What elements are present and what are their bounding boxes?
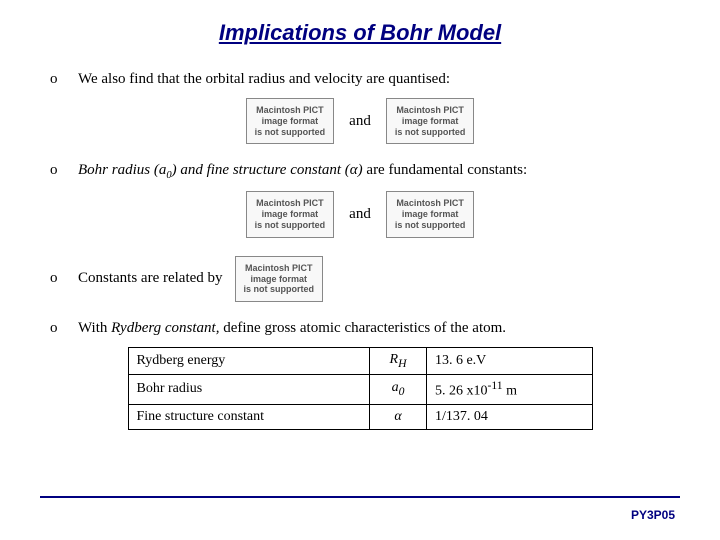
bullet-1-text: We also find that the orbital radius and… [78, 71, 670, 88]
placeholder-line-3: is not supported [255, 127, 326, 138]
b2-part1: Bohr radius (a [78, 162, 166, 178]
b4-p2: Rydberg constant, [107, 320, 219, 336]
pict-placeholder-icon: Macintosh PICT image format is not suppo… [386, 98, 475, 144]
const-name: Fine structure constant [128, 404, 370, 429]
footer-label: PY3P05 [631, 508, 675, 522]
const-symbol: α [370, 404, 427, 429]
placeholder-line-3: is not supported [244, 284, 315, 295]
placeholder-line-1: Macintosh PICT [244, 263, 315, 274]
const-name: Rydberg energy [128, 348, 370, 375]
and-label-2: and [349, 206, 371, 223]
placeholder-line-3: is not supported [395, 220, 466, 231]
pict-placeholder-icon: Macintosh PICT image format is not suppo… [386, 191, 475, 237]
b4-p1: With [78, 320, 107, 336]
formula-row-2: Macintosh PICT image format is not suppo… [50, 191, 670, 237]
formula-row-1: Macintosh PICT image format is not suppo… [50, 98, 670, 144]
bullet-4-text: With Rydberg constant, define gross atom… [78, 320, 670, 337]
bullet-2-text: Bohr radius (a0) and fine structure cons… [78, 162, 670, 181]
b2-part2a: ) and [172, 162, 207, 178]
const-value: 5. 26 x10-11 m [426, 374, 592, 404]
b4-p3: define gross atomic characteristics of t… [219, 320, 506, 336]
placeholder-line-2: image format [244, 274, 315, 285]
pict-placeholder-icon: Macintosh PICT image format is not suppo… [246, 191, 335, 237]
and-label-1: and [349, 113, 371, 130]
placeholder-line-2: image format [395, 209, 466, 220]
const-value: 1/137. 04 [426, 404, 592, 429]
b2-part3: fine structure constant ( [207, 162, 350, 178]
b2-alpha: α [350, 162, 358, 178]
pict-placeholder-icon: Macintosh PICT image format is not suppo… [246, 98, 335, 144]
pict-placeholder-icon: Macintosh PICT image format is not suppo… [235, 256, 324, 302]
bullet-3-text: Constants are related by Macintosh PICT … [78, 256, 670, 302]
bullet-2-marker: o [50, 162, 78, 179]
const-name: Bohr radius [128, 374, 370, 404]
table-row: Fine structure constantα1/137. 04 [128, 404, 592, 429]
bullet-1: o We also find that the orbital radius a… [50, 71, 670, 88]
const-value: 13. 6 e.V [426, 348, 592, 375]
table-row: Rydberg energyRH13. 6 e.V [128, 348, 592, 375]
bullet-4: o With Rydberg constant, define gross at… [50, 320, 670, 337]
bullet-4-marker: o [50, 320, 78, 337]
footer-rule [40, 496, 680, 498]
bullet-2: o Bohr radius (a0) and fine structure co… [50, 162, 670, 181]
placeholder-line-2: image format [255, 209, 326, 220]
const-symbol: a0 [370, 374, 427, 404]
bullet-3-marker: o [50, 270, 78, 287]
bullet-3: o Constants are related by Macintosh PIC… [50, 256, 670, 302]
bullet-1-marker: o [50, 71, 78, 88]
placeholder-line-1: Macintosh PICT [395, 105, 466, 116]
placeholder-line-1: Macintosh PICT [395, 198, 466, 209]
placeholder-line-1: Macintosh PICT [255, 198, 326, 209]
placeholder-line-3: is not supported [395, 127, 466, 138]
placeholder-line-2: image format [395, 116, 466, 127]
b2-part5: are fundamental constants: [363, 162, 528, 178]
slide-container: Implications of Bohr Model o We also fin… [0, 0, 720, 540]
constants-table: Rydberg energyRH13. 6 e.VBohr radiusa05.… [128, 347, 593, 429]
placeholder-line-1: Macintosh PICT [255, 105, 326, 116]
slide-title: Implications of Bohr Model [50, 20, 670, 46]
placeholder-line-3: is not supported [255, 220, 326, 231]
const-symbol: RH [370, 348, 427, 375]
b3-text: Constants are related by [78, 270, 223, 287]
placeholder-line-2: image format [255, 116, 326, 127]
table-row: Bohr radiusa05. 26 x10-11 m [128, 374, 592, 404]
